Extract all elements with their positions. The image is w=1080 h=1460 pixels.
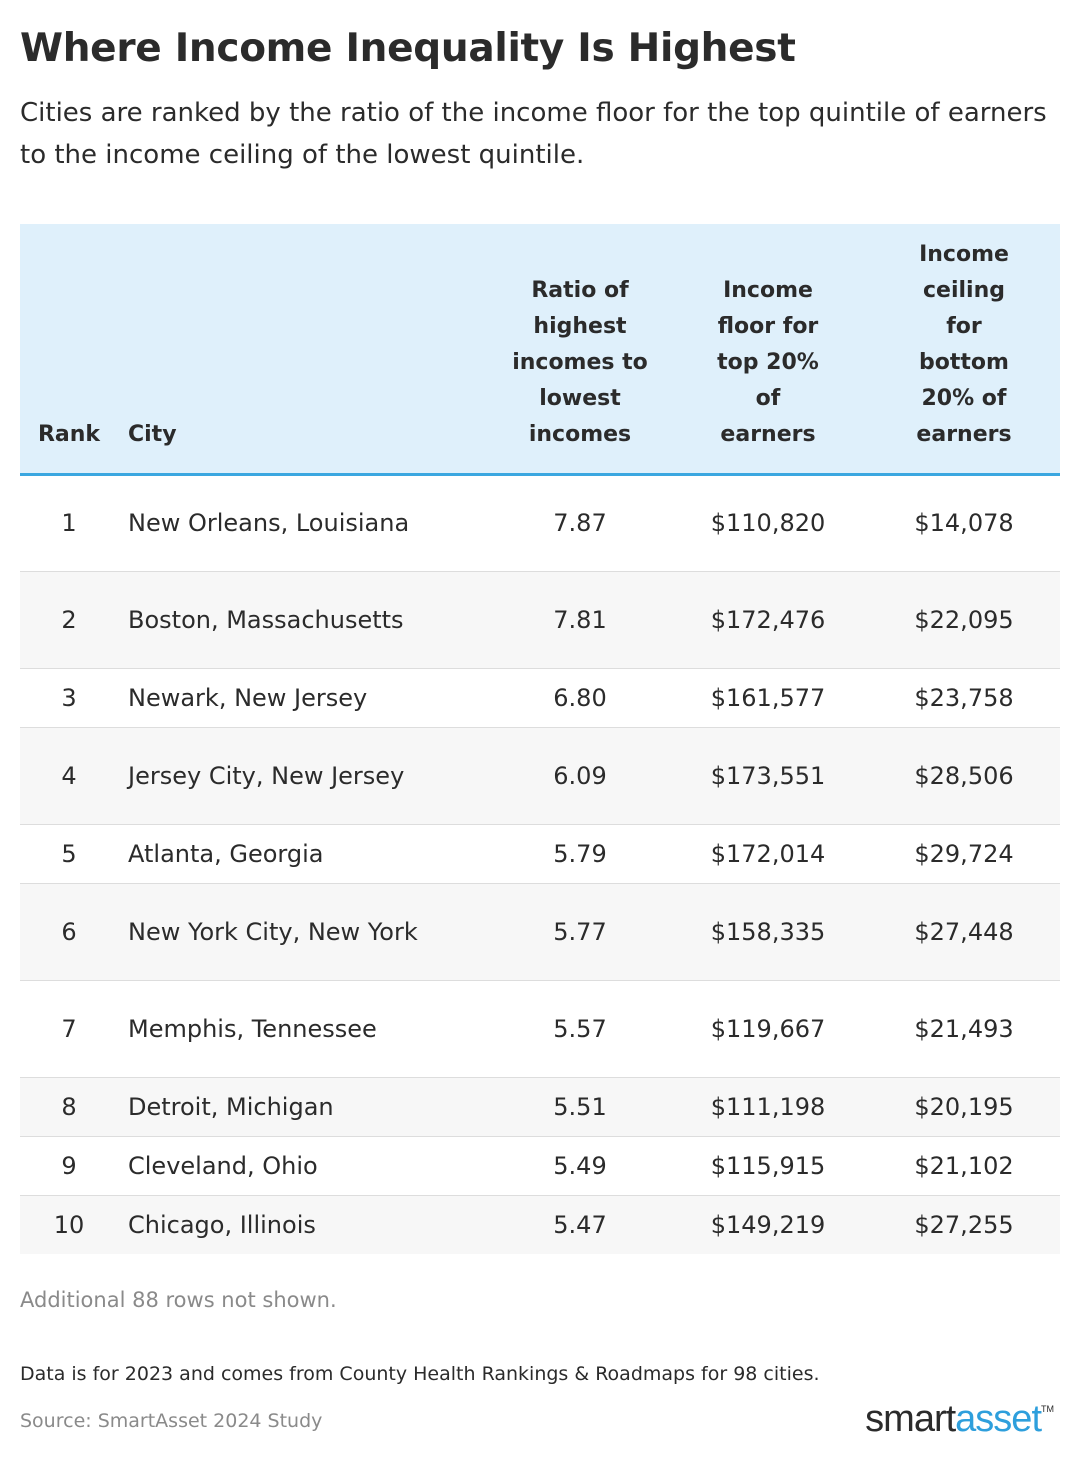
page-title: Where Income Inequality Is Highest — [20, 26, 796, 71]
income-ceiling-cell: $28,506 — [914, 761, 1014, 790]
rank-cell: 1 — [61, 509, 77, 537]
income-floor-cell: $110,820 — [710, 509, 826, 537]
income-ceiling-cell: $14,078 — [914, 509, 1014, 537]
income-ceiling-cell: $27,255 — [914, 1210, 1014, 1239]
ratio-cell: 6.80 — [553, 683, 607, 712]
income-floor-cell: $119,667 — [710, 1014, 826, 1043]
income-ceiling-cell: $27,448 — [914, 917, 1014, 946]
city-cell: Newark, New Jersey — [128, 683, 368, 712]
income-floor-cell: $161,577 — [710, 683, 826, 712]
trademark-mark: TM — [1041, 1404, 1054, 1414]
column-header-city: City — [118, 224, 492, 476]
ratio-cell: 5.57 — [553, 1014, 607, 1043]
table-row: 6 New York City, New York 5.77 $158,335 … — [20, 883, 1060, 980]
income-ceiling-cell: $22,095 — [914, 605, 1014, 634]
income-floor-cell: $111,198 — [710, 1092, 826, 1121]
ratio-cell: 7.81 — [553, 605, 607, 634]
city-cell: Chicago, Illinois — [128, 1210, 316, 1239]
income-floor-cell: $158,335 — [710, 917, 826, 946]
column-header-income-floor: Income floor for top 20% of earners — [668, 224, 868, 476]
city-cell: Boston, Massachusetts — [128, 605, 404, 634]
city-cell: New York City, New York — [128, 917, 418, 946]
rank-cell: 9 — [61, 1151, 77, 1180]
city-cell: Jersey City, New Jersey — [128, 761, 405, 790]
logo-text-asset: asset — [955, 1398, 1042, 1440]
page-subtitle: Cities are ranked by the ratio of the in… — [20, 98, 1047, 170]
table-row: 3 Newark, New Jersey 6.80 $161,577 $23,7… — [20, 668, 1060, 727]
table-header-row: Rank City Ratio of highest incomes to lo… — [20, 224, 1060, 476]
source-credit: Source: SmartAsset 2024 Study — [20, 1410, 323, 1432]
city-cell: Atlanta, Georgia — [128, 839, 324, 868]
income-ceiling-cell: $29,724 — [914, 839, 1014, 868]
city-cell: New Orleans, Louisiana — [128, 509, 410, 537]
logo-text-smart: smart — [865, 1398, 956, 1440]
smartasset-logo: smartassetTM — [865, 1398, 1054, 1441]
rank-cell: 4 — [61, 761, 77, 790]
table-row: 4 Jersey City, New Jersey 6.09 $173,551 … — [20, 727, 1060, 824]
city-cell: Detroit, Michigan — [128, 1092, 334, 1121]
ratio-cell: 5.49 — [553, 1151, 607, 1180]
ranking-table: Rank City Ratio of highest incomes to lo… — [20, 224, 1060, 1254]
table-row: 1 New Orleans, Louisiana 7.87 $110,820 $… — [20, 474, 1060, 571]
income-floor-cell: $115,915 — [710, 1151, 826, 1180]
table-row: 10 Chicago, Illinois 5.47 $149,219 $27,2… — [20, 1195, 1060, 1254]
income-ceiling-cell: $21,102 — [914, 1151, 1014, 1180]
ratio-cell: 6.09 — [553, 761, 607, 790]
rank-cell: 10 — [53, 1210, 85, 1239]
rank-cell: 7 — [61, 1014, 77, 1043]
column-header-ratio: Ratio of highest incomes to lowest incom… — [492, 224, 668, 476]
table-row: 5 Atlanta, Georgia 5.79 $172,014 $29,724 — [20, 824, 1060, 883]
ratio-cell: 5.51 — [553, 1092, 607, 1121]
rank-cell: 8 — [61, 1092, 77, 1121]
income-ceiling-cell: $20,195 — [914, 1092, 1014, 1121]
table-body: 1 New Orleans, Louisiana 7.87 $110,820 $… — [20, 474, 1060, 1254]
city-cell: Cleveland, Ohio — [128, 1151, 318, 1180]
column-header-income-ceiling: Income ceiling for bottom 20% of earners — [868, 224, 1060, 476]
rows-not-shown-note: Additional 88 rows not shown. — [20, 1288, 337, 1312]
ratio-cell: 5.77 — [553, 917, 607, 946]
rank-cell: 3 — [61, 683, 77, 712]
table-header: Rank City Ratio of highest incomes to lo… — [20, 224, 1060, 476]
income-floor-cell: $149,219 — [710, 1210, 826, 1239]
income-floor-cell: $172,014 — [710, 839, 826, 868]
ratio-cell: 5.47 — [553, 1210, 607, 1239]
income-floor-cell: $173,551 — [710, 761, 826, 790]
table-row: 2 Boston, Massachusetts 7.81 $172,476 $2… — [20, 571, 1060, 668]
income-ceiling-cell: $21,493 — [914, 1014, 1014, 1043]
table-row: 8 Detroit, Michigan 5.51 $111,198 $20,19… — [20, 1077, 1060, 1136]
rank-cell: 2 — [61, 605, 77, 634]
data-footnote: Data is for 2023 and comes from County H… — [20, 1363, 820, 1385]
table-row: 7 Memphis, Tennessee 5.57 $119,667 $21,4… — [20, 980, 1060, 1077]
column-header-rank: Rank — [20, 224, 118, 476]
city-cell: Memphis, Tennessee — [128, 1014, 377, 1043]
rank-cell: 6 — [61, 917, 77, 946]
income-floor-cell: $172,476 — [710, 605, 826, 634]
income-ceiling-cell: $23,758 — [914, 683, 1014, 712]
table-row: 9 Cleveland, Ohio 5.49 $115,915 $21,102 — [20, 1136, 1060, 1195]
ratio-cell: 5.79 — [553, 839, 607, 868]
ratio-cell: 7.87 — [553, 509, 607, 537]
rank-cell: 5 — [61, 839, 77, 868]
